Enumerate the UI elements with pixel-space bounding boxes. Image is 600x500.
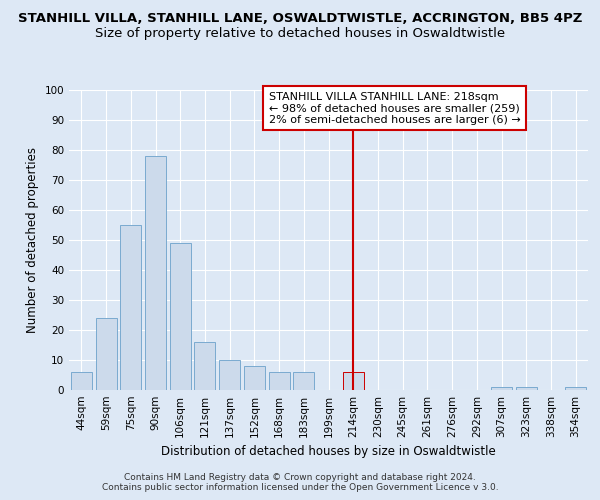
Bar xyxy=(491,387,512,390)
Bar xyxy=(145,156,166,390)
Bar xyxy=(343,372,364,390)
Bar xyxy=(516,387,537,390)
Bar xyxy=(194,342,215,390)
Text: Contains HM Land Registry data © Crown copyright and database right 2024.
Contai: Contains HM Land Registry data © Crown c… xyxy=(101,473,499,492)
Bar xyxy=(95,318,116,390)
Text: STANHILL VILLA STANHILL LANE: 218sqm
← 98% of detached houses are smaller (259)
: STANHILL VILLA STANHILL LANE: 218sqm ← 9… xyxy=(269,92,521,124)
Bar xyxy=(170,243,191,390)
Bar xyxy=(219,360,240,390)
Text: STANHILL VILLA, STANHILL LANE, OSWALDTWISTLE, ACCRINGTON, BB5 4PZ: STANHILL VILLA, STANHILL LANE, OSWALDTWI… xyxy=(18,12,582,26)
X-axis label: Distribution of detached houses by size in Oswaldtwistle: Distribution of detached houses by size … xyxy=(161,446,496,458)
Bar xyxy=(71,372,92,390)
Bar xyxy=(244,366,265,390)
Text: Size of property relative to detached houses in Oswaldtwistle: Size of property relative to detached ho… xyxy=(95,28,505,40)
Bar xyxy=(565,387,586,390)
Bar xyxy=(120,225,141,390)
Bar xyxy=(293,372,314,390)
Bar xyxy=(269,372,290,390)
Y-axis label: Number of detached properties: Number of detached properties xyxy=(26,147,39,333)
